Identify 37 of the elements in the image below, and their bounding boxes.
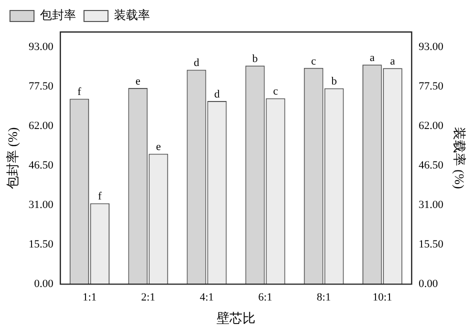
annotation: b (331, 76, 338, 88)
y-axis-title: 包封率 (%) (5, 127, 20, 189)
y2-tick-label: 77.50 (418, 80, 444, 93)
annotation: f (98, 190, 102, 203)
annotation: c (273, 86, 278, 98)
legend-label: 装载率 (114, 8, 150, 22)
annotation: b (252, 53, 258, 66)
annotation: c (311, 55, 316, 68)
y2-tick-label: 46.50 (418, 160, 444, 172)
y2-tick-label: 31.00 (418, 199, 444, 212)
y-tick-label: 0.00 (34, 278, 54, 290)
y2-tick-label: 15.50 (418, 238, 444, 251)
annotation: e (135, 75, 140, 88)
annotation: d (194, 57, 200, 70)
x-tick-label: 8:1 (316, 292, 331, 304)
annotation: a (370, 52, 375, 64)
y2-axis-title: 装载率 (%) (452, 127, 467, 189)
y-tick-label: 31.00 (28, 199, 54, 212)
y2-tick-label: 93.00 (418, 41, 444, 54)
y-tick-label: 15.50 (28, 238, 54, 251)
annotation: a (390, 56, 396, 68)
legend-label: 包封率 (40, 8, 76, 22)
annotation: d (214, 88, 220, 100)
y-tick-label: 77.50 (28, 80, 54, 93)
y2-tick-label: 62.00 (418, 120, 444, 132)
x-tick-label: 1:1 (82, 292, 97, 304)
y-tick-label: 46.50 (28, 160, 54, 172)
y-tick-label: 93.00 (28, 41, 54, 54)
annotation: e (156, 141, 161, 154)
y-tick-label: 62.00 (28, 120, 54, 132)
annotation: f (78, 86, 82, 98)
x-tick-label: 4:1 (200, 292, 214, 304)
x-tick-label: 6:1 (258, 292, 272, 304)
x-axis-title: 壁芯比 (216, 310, 256, 326)
x-tick-label: 10:1 (372, 292, 392, 304)
y2-tick-label: 0.00 (418, 278, 438, 290)
x-tick-label: 2:1 (141, 292, 156, 304)
